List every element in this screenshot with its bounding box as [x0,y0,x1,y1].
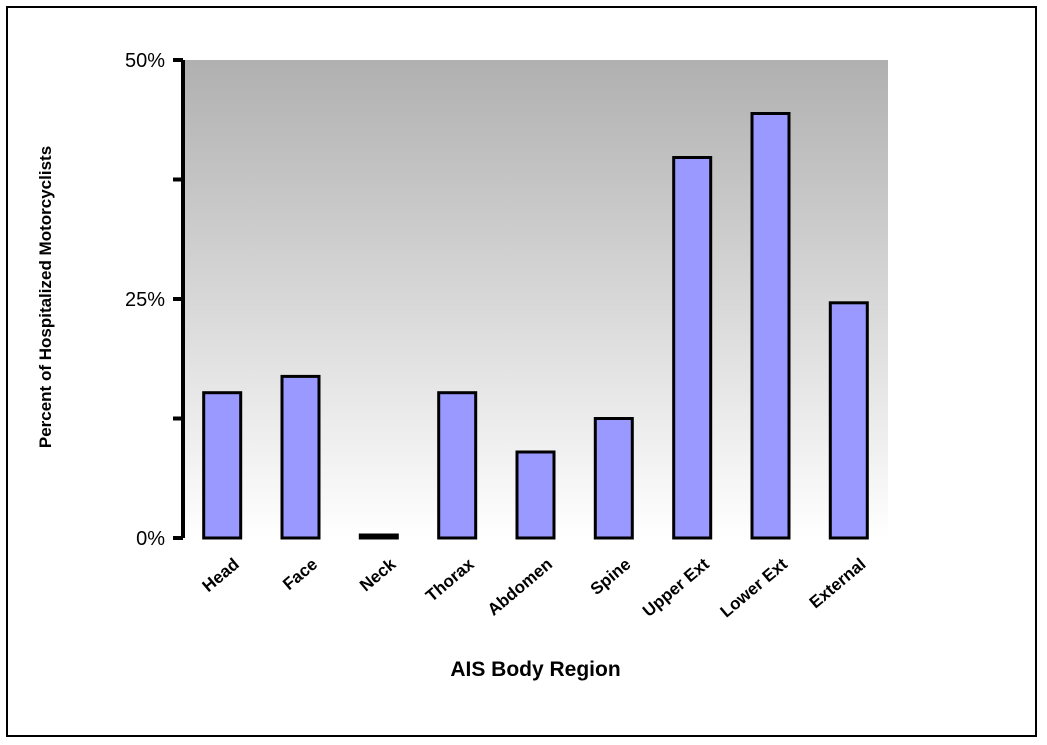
y-axis-title: Percent of Hospitalized Motorcyclists [36,146,55,448]
bar-spine [593,417,634,540]
bar-upper-ext [672,156,713,540]
bar-thorax [437,391,478,540]
bar-head [202,391,243,540]
y-tick-label: 0% [136,528,165,550]
y-tick-labels: 0% 25% 50% [125,50,165,550]
x-tick-label: Face [279,555,321,594]
x-tick-label: External [806,555,870,613]
y-axis [173,58,185,540]
x-tick-label: Neck [356,554,400,595]
x-tick-label: Head [199,555,243,596]
bar-neck [358,533,399,540]
x-category-labels: Head Face Neck Thorax Abdomen Spine Upper Ext L… [199,554,870,621]
bar-lower-ext [750,112,791,540]
x-tick-label: Thorax [422,554,478,605]
bar-chart: 0% 25% 50% Head Face Neck Thorax Abdomen Spine U… [36,50,888,681]
x-tick-label: Upper Ext [639,554,713,620]
y-tick-label: 25% [125,289,165,311]
bars-group [202,112,869,540]
x-axis-title: AIS Body Region [450,658,620,681]
x-tick-label: Spine [587,555,635,599]
x-tick-label: Lower Ext [717,554,792,621]
bar-external [828,301,869,540]
bar-abdomen [515,450,556,540]
y-tick-label: 50% [125,50,165,72]
bar-face [280,374,321,540]
x-tick-label: Abdomen [484,555,556,620]
chart-frame: 0% 25% 50% Head Face Neck Thorax Abdomen Spine U… [6,6,1037,737]
